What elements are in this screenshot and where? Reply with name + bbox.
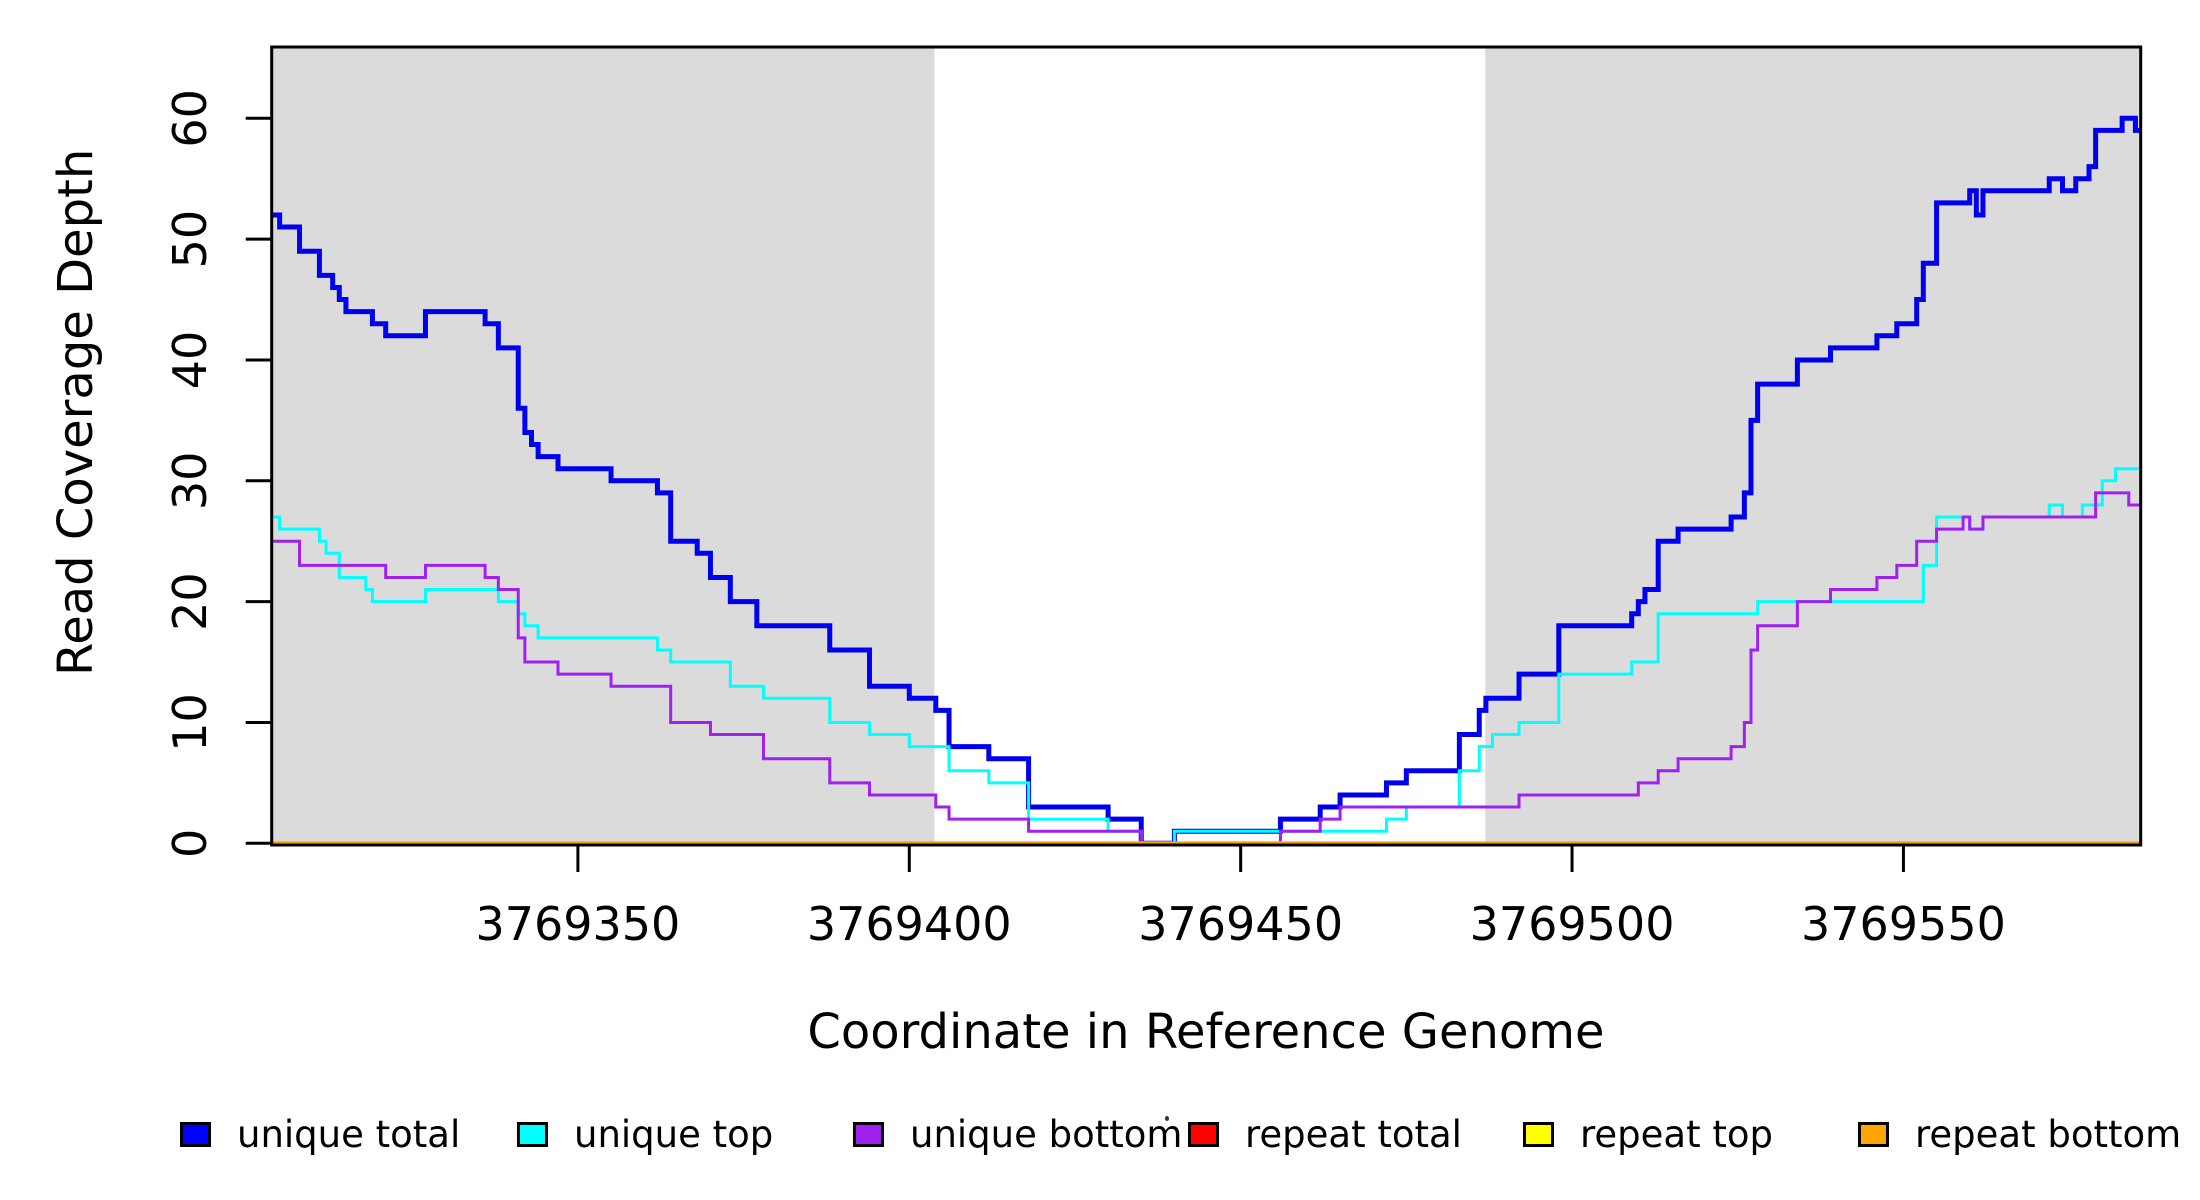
x-tick-label: 3769550 — [1801, 897, 2006, 951]
shaded-region — [1485, 47, 2141, 845]
series-line-unique-total — [273, 115, 2141, 846]
legend-entry-unique-total: unique total — [180, 1112, 460, 1156]
y-tick-label: 40 — [163, 331, 217, 390]
x-axis-title: Coordinate in Reference Genome — [807, 1004, 1605, 1060]
legend-label: unique bottom — [910, 1112, 1183, 1156]
y-tick-label: 60 — [163, 89, 217, 148]
legend-swatch-unique-bottom — [853, 1121, 884, 1147]
legend-entry-unique-top: unique top — [517, 1112, 773, 1156]
y-tick-label: 30 — [163, 452, 217, 511]
legend-swatch-unique-top — [517, 1121, 548, 1147]
x-tick-label: 3769500 — [1470, 897, 1675, 951]
x-tick-label: 3769450 — [1138, 897, 1343, 951]
legend-entry-repeat-bottom: repeat bottom — [1858, 1112, 2181, 1156]
legend-swatch-unique-total — [180, 1121, 211, 1147]
legend-swatch-repeat-bottom — [1858, 1121, 1889, 1147]
plot-border — [270, 45, 2143, 847]
legend-label: repeat top — [1580, 1112, 1773, 1156]
y-axis-title: Read Coverage Depth — [48, 148, 104, 676]
legend-label: unique total — [237, 1112, 461, 1156]
stray-dot — [1165, 1116, 1169, 1121]
y-tick-label: 50 — [163, 210, 217, 269]
legend-label: repeat bottom — [1915, 1112, 2182, 1156]
legend-label: repeat total — [1245, 1112, 1462, 1156]
shaded-region — [271, 47, 935, 845]
y-tick-label: 10 — [163, 693, 217, 752]
series-line-unique-bottom — [273, 491, 2141, 845]
legend-entry-repeat-total: repeat total — [1188, 1112, 1462, 1156]
y-tick-label: 0 — [163, 829, 217, 858]
x-tick-label: 3769350 — [475, 897, 680, 951]
legend-label: unique top — [574, 1112, 774, 1156]
legend-entry-unique-bottom: unique bottom — [853, 1112, 1182, 1156]
legend-swatch-repeat-top — [1523, 1121, 1554, 1147]
y-tick-label: 20 — [163, 572, 217, 631]
legend-entry-repeat-top: repeat top — [1523, 1112, 1773, 1156]
x-tick-label: 3769400 — [807, 897, 1012, 951]
series-line-unique-top — [273, 467, 2141, 845]
legend-swatch-repeat-total — [1188, 1121, 1219, 1147]
